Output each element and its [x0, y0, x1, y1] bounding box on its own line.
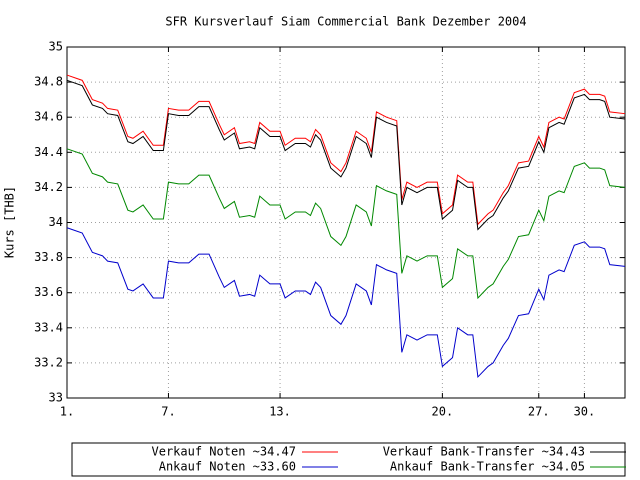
y-tick-label: 34.6 — [34, 110, 63, 124]
series-line — [66, 79, 626, 231]
y-axis-label: Kurs [THB] — [3, 186, 17, 258]
y-tick-label: 33.8 — [34, 250, 63, 264]
y-tick-label: 34.2 — [34, 180, 63, 194]
x-tick-label: 13. — [269, 405, 291, 419]
legend-label: Verkauf Bank-Transfer ~34.43 — [383, 445, 585, 459]
legend-label: Verkauf Noten ~34.47 — [152, 445, 297, 459]
y-tick-label: 34.8 — [34, 75, 63, 89]
legend-label: Ankauf Bank-Transfer ~34.05 — [390, 460, 585, 474]
y-tick-label: 33.6 — [34, 285, 63, 299]
y-tick-label: 33.2 — [34, 355, 63, 369]
x-tick-label: 30. — [574, 405, 596, 419]
x-tick-label: 7. — [161, 405, 175, 419]
y-tick-label: 34.4 — [34, 145, 63, 159]
series-line — [66, 227, 626, 379]
chart-title: SFR Kursverlauf Siam Commercial Bank Dez… — [165, 15, 526, 29]
x-tick-label: 1. — [60, 405, 74, 419]
plot-frame — [66, 46, 626, 399]
x-tick-label: 27. — [528, 405, 550, 419]
y-tick-label: 34 — [49, 215, 63, 229]
y-tick-label: 33 — [49, 391, 63, 405]
series-line — [66, 148, 626, 300]
legend-box — [71, 442, 626, 477]
y-tick-label: 33.4 — [34, 320, 63, 334]
legend-label: Ankauf Noten ~33.60 — [159, 460, 296, 474]
y-tick-label: 35 — [49, 40, 63, 54]
series-line — [66, 74, 626, 226]
x-tick-label: 20. — [432, 405, 454, 419]
